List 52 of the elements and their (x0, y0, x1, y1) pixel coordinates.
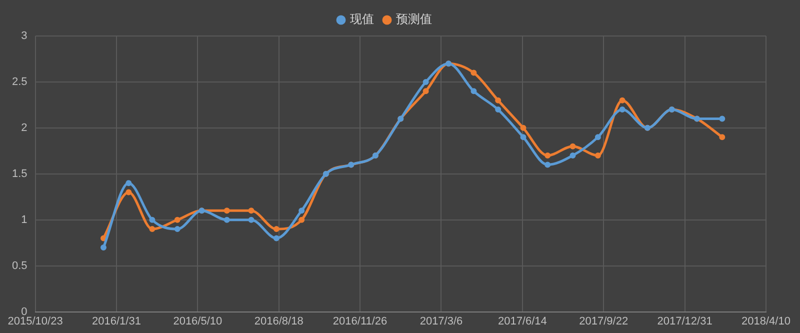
x-tick-label: 2016/11/26 (332, 315, 388, 328)
y-tick-label: 3 (21, 30, 28, 42)
point (224, 216, 230, 223)
point (100, 244, 106, 250)
point (298, 216, 305, 223)
point (520, 134, 526, 140)
point (594, 134, 601, 140)
x-tick-label: 2016/1/31 (92, 315, 141, 328)
point (520, 124, 526, 131)
point (719, 116, 726, 122)
point (126, 189, 132, 196)
point (126, 180, 132, 186)
x-tick-label: 2017/9/22 (579, 315, 628, 328)
point (298, 208, 305, 214)
x-tick-label: 2016/5/10 (173, 315, 222, 328)
point (495, 106, 502, 113)
point (570, 143, 576, 150)
point (248, 216, 254, 223)
point (619, 97, 626, 104)
point (594, 152, 601, 159)
point (470, 88, 477, 94)
point (422, 88, 429, 94)
point (422, 78, 429, 85)
point (495, 97, 502, 104)
point (149, 216, 156, 223)
point (544, 162, 551, 168)
point (149, 226, 156, 232)
y-tick-label: 2.5 (12, 76, 28, 88)
x-tick-label: 2017/3/6 (420, 315, 463, 328)
x-tick-label: 2018/4/10 (742, 315, 790, 328)
point (174, 226, 180, 232)
legend-label: 现值 (350, 12, 374, 26)
point (273, 235, 280, 242)
y-tick-label: 0 (21, 306, 28, 318)
point (544, 152, 551, 159)
y-tick-label: 1.5 (12, 168, 28, 180)
point (224, 208, 230, 214)
point (619, 106, 626, 113)
x-tick-label: 2017/6/14 (498, 315, 547, 328)
y-tick-label: 0.5 (12, 260, 28, 272)
point (470, 70, 477, 76)
point (570, 152, 576, 159)
x-tick-label: 2017/12/31 (657, 315, 712, 328)
point (174, 216, 180, 223)
y-tick-label: 1 (21, 214, 28, 226)
point (248, 208, 254, 214)
x-tick-label: 2015/10/23 (8, 315, 63, 328)
legend-label: 预测值 (396, 12, 432, 26)
point (273, 226, 280, 232)
x-tick-label: 2016/8/18 (254, 315, 304, 328)
y-tick-label: 2 (21, 122, 28, 134)
point (719, 134, 726, 140)
